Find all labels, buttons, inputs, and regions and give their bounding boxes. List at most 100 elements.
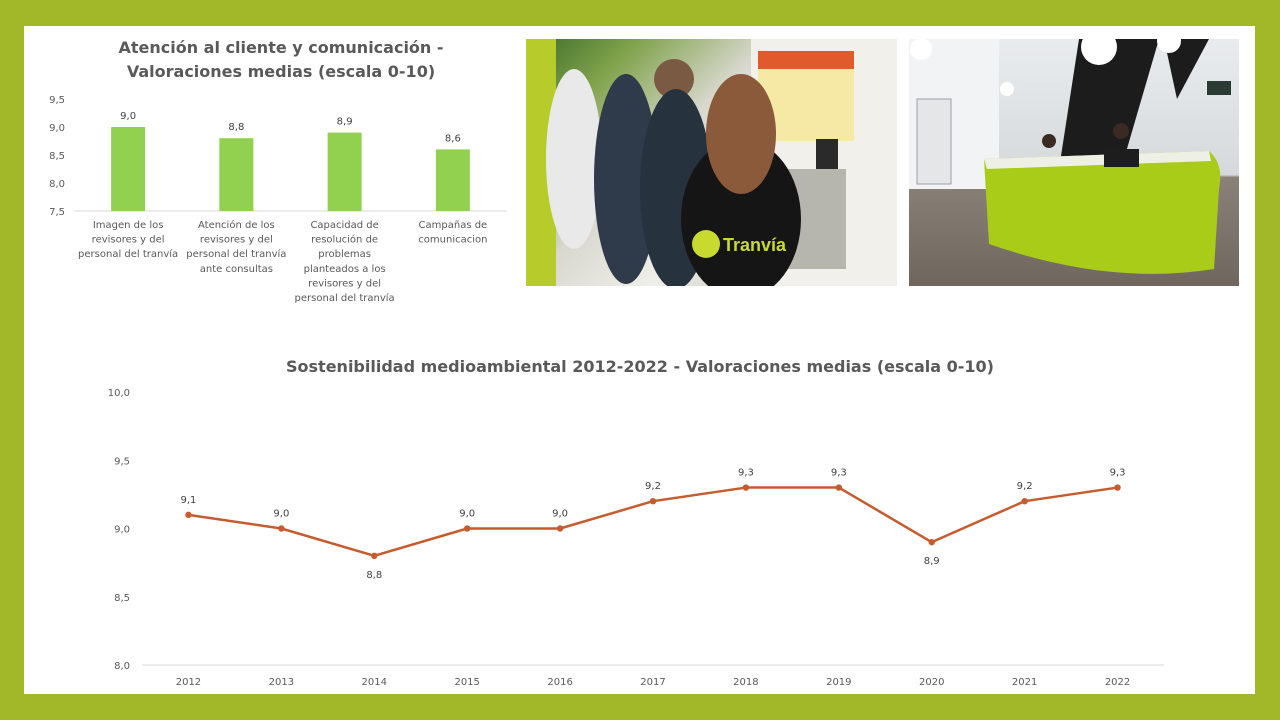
line-point — [463, 525, 471, 532]
line-data-label: 9,2 — [1017, 481, 1033, 492]
bar-chart: 9,5 9,0 8,5 8,0 7,5 9,0 Imagen de los revisores… — [49, 95, 507, 304]
customer-service-desk-photo — [909, 39, 1239, 286]
line-data-label: 9,1 — [181, 495, 197, 506]
bar-y-tick-label: 8,5 — [49, 151, 65, 162]
line-data-label: 9,2 — [645, 481, 661, 492]
slide: Atención al cliente y comunicación - Val… — [24, 26, 1255, 694]
office-door — [916, 98, 952, 185]
line-x-tick-label: 2012 — [176, 677, 201, 688]
ticket-machine-illustration: Tranvía — [526, 39, 897, 286]
line-x-tick-label: 2017 — [640, 677, 665, 688]
line-y-tick-label: 10,0 — [108, 388, 130, 399]
bar-category-label-line: revisores y del — [200, 235, 273, 246]
line-x-tick-label: 2022 — [1105, 677, 1130, 688]
line-x-tick-label: 2021 — [1012, 677, 1037, 688]
ceiling-lamp-1 — [910, 39, 932, 60]
line-point — [742, 484, 750, 491]
bar-y-tick-label: 7,5 — [49, 207, 65, 218]
bar-category-label-line: Imagen de los — [93, 220, 164, 231]
line-point — [371, 552, 378, 559]
bar-category-label-line: ante consultas — [200, 264, 273, 275]
tranvia-logo-text: Tranvía — [723, 235, 787, 255]
bar-category-label: Capacidad de resolución de problemas plante… — [295, 220, 395, 304]
line-x-tick-label: 2018 — [733, 677, 758, 688]
bar-data-label: 8,6 — [445, 133, 461, 144]
bar-category-label-line: Atención de los — [198, 219, 275, 231]
agent-1 — [1042, 134, 1056, 148]
service-desk-illustration — [909, 39, 1231, 274]
bar — [327, 132, 362, 211]
line-data-label: 9,0 — [552, 509, 568, 520]
line-point — [1114, 484, 1121, 491]
monitor — [1104, 149, 1139, 167]
bar — [111, 127, 146, 211]
bar-category-label-line: planteados a los — [304, 264, 386, 275]
bar-category-label-line: personal del tranvía — [186, 248, 286, 260]
bar-category-label: Atención de los revisores y del personal d… — [186, 219, 286, 275]
line-y-tick-label: 9,5 — [114, 456, 130, 467]
line-point — [835, 484, 843, 491]
line-x-tick-label: 2014 — [362, 677, 387, 688]
line-point — [928, 538, 935, 546]
line-point — [649, 498, 657, 505]
bar-y-tick-label: 9,0 — [49, 123, 65, 134]
bar-chart-title-line-2: Valoraciones medias (escala 0-10) — [126, 62, 436, 81]
person-4-hair — [706, 74, 776, 194]
person-2 — [594, 74, 658, 284]
wall-screen — [1207, 81, 1231, 95]
line-data-label: 8,8 — [366, 570, 382, 581]
line-point — [185, 511, 192, 519]
bar-chart-title: Atención al cliente y comunicación - Val… — [74, 36, 488, 84]
bar-category-label-line: comunicacion — [418, 235, 487, 246]
line-y-tick-label: 8,0 — [114, 661, 130, 672]
ticket-machine-notice-header — [758, 51, 854, 69]
person-3-head — [654, 59, 694, 99]
person-1 — [546, 69, 602, 249]
bar-category-label-line: personal del tranvía — [295, 292, 395, 304]
line-chart-title: Sostenibilidad medioambiental 2012-2022 … — [286, 357, 994, 376]
bar-data-label: 9,0 — [120, 111, 136, 122]
service-counter-top — [984, 151, 1211, 169]
line-point — [278, 525, 285, 532]
line-data-label: 9,3 — [738, 468, 754, 479]
bar-category-label-line: revisores y del — [92, 235, 165, 246]
bar — [219, 138, 254, 211]
bar — [435, 149, 470, 211]
line-chart: 10,0 9,5 9,0 8,5 8,0 9,1 2012 9,0 2013 8,8 2014 9,0… — [108, 388, 1164, 688]
line-x-tick-label: 2016 — [547, 677, 572, 688]
line-point — [556, 525, 564, 532]
bar-y-tick-label: 9,5 — [49, 95, 65, 106]
service-counter — [984, 151, 1221, 274]
line-y-tick-label: 9,0 — [114, 525, 130, 536]
agent-2 — [1113, 123, 1129, 139]
bar-category-label-line: Capacidad de — [310, 220, 378, 231]
line-x-tick-label: 2019 — [826, 677, 851, 688]
bar-category-label-line: resolución de — [311, 234, 378, 246]
line-data-label: 9,3 — [1110, 468, 1126, 479]
bar-category-label: Campañas de comunicacion — [418, 220, 487, 246]
wall-graphic-2 — [1164, 39, 1209, 99]
bar-category-label-line: personal del tranvía — [78, 248, 178, 260]
line-data-label: 9,0 — [273, 509, 289, 520]
ticket-machine-screen — [816, 139, 838, 169]
tranvia-logo-icon — [692, 230, 720, 258]
bar-category-label-line: Campañas de — [419, 220, 488, 231]
line-x-tick-label: 2013 — [269, 677, 294, 688]
ceiling-lamp-4 — [1000, 82, 1014, 96]
line-point — [1021, 498, 1028, 505]
line-data-label: 9,0 — [459, 509, 475, 520]
line-x-tick-label: 2020 — [919, 677, 944, 688]
bar-y-tick-label: 8,0 — [49, 179, 65, 190]
ceiling-lamp-3 — [1157, 39, 1181, 53]
line-x-tick-label: 2015 — [454, 677, 479, 688]
line-y-tick-label: 8,5 — [114, 593, 130, 604]
bar-data-label: 8,9 — [337, 117, 353, 128]
bar-chart-title-line-1: Atención al cliente y comunicación - — [118, 38, 444, 57]
bar-category-label: Imagen de los revisores y del personal del… — [78, 220, 178, 260]
line-series — [188, 486, 1118, 558]
bar-category-label-line: problemas — [318, 249, 371, 260]
ceiling-lamp-2 — [1081, 39, 1117, 65]
bar-category-label-line: revisores y del — [308, 278, 381, 289]
wall-graphic-1 — [1059, 39, 1159, 169]
line-data-label: 9,3 — [831, 468, 847, 479]
